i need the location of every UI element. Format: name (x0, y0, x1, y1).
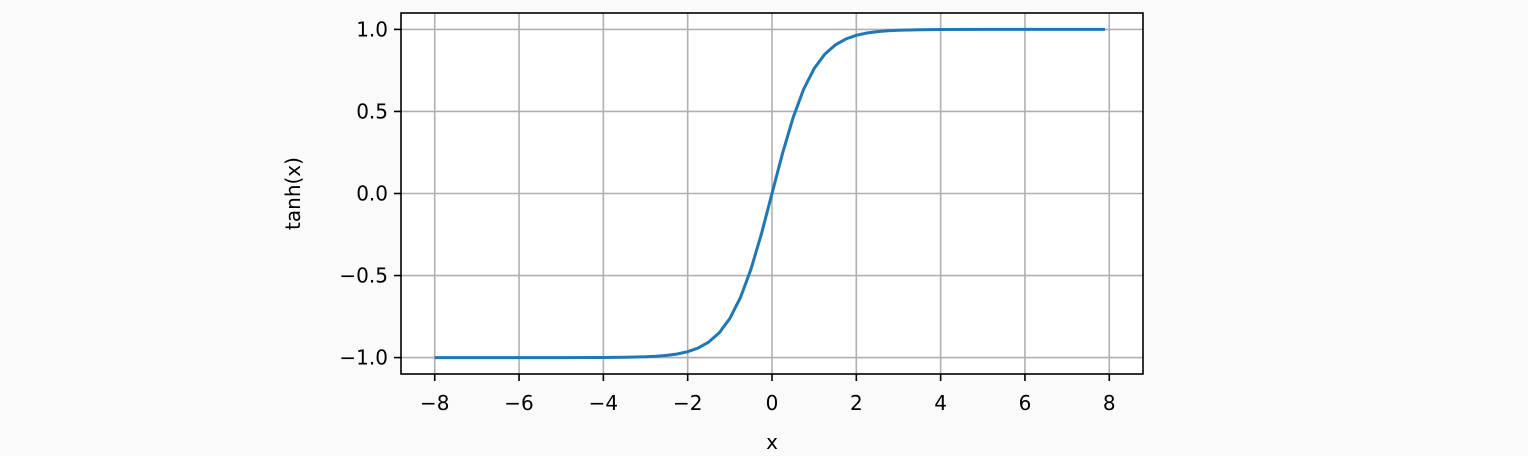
x-tick-label: −2 (673, 391, 702, 415)
x-axis-label: x (766, 430, 778, 454)
y-tick-label: 0.0 (356, 182, 388, 206)
y-axis-label: tanh(x) (281, 157, 305, 230)
x-tick-label: 6 (1019, 391, 1032, 415)
series-line-0 (434, 27, 1106, 360)
x-tick-label: 2 (850, 391, 863, 415)
x-tick-label: −8 (420, 391, 449, 415)
x-tick-label: −6 (504, 391, 533, 415)
y-tick-label: −0.5 (339, 264, 388, 288)
tick-layer: −8 −6 −4 −2 0 2 4 6 8 −1.0 −0.5 0.0 0.5 1.0 (339, 17, 1115, 415)
x-tick-label: 0 (766, 391, 779, 415)
y-tick-label: 0.5 (356, 99, 388, 123)
y-tick-label: 1.0 (356, 17, 388, 41)
grid-lines (401, 13, 1143, 374)
x-tick-label: 8 (1103, 391, 1116, 415)
x-tick-label: −4 (589, 391, 618, 415)
y-tick-label: −1.0 (339, 346, 388, 370)
x-tick-label: 4 (934, 391, 947, 415)
series-layer (434, 27, 1106, 360)
